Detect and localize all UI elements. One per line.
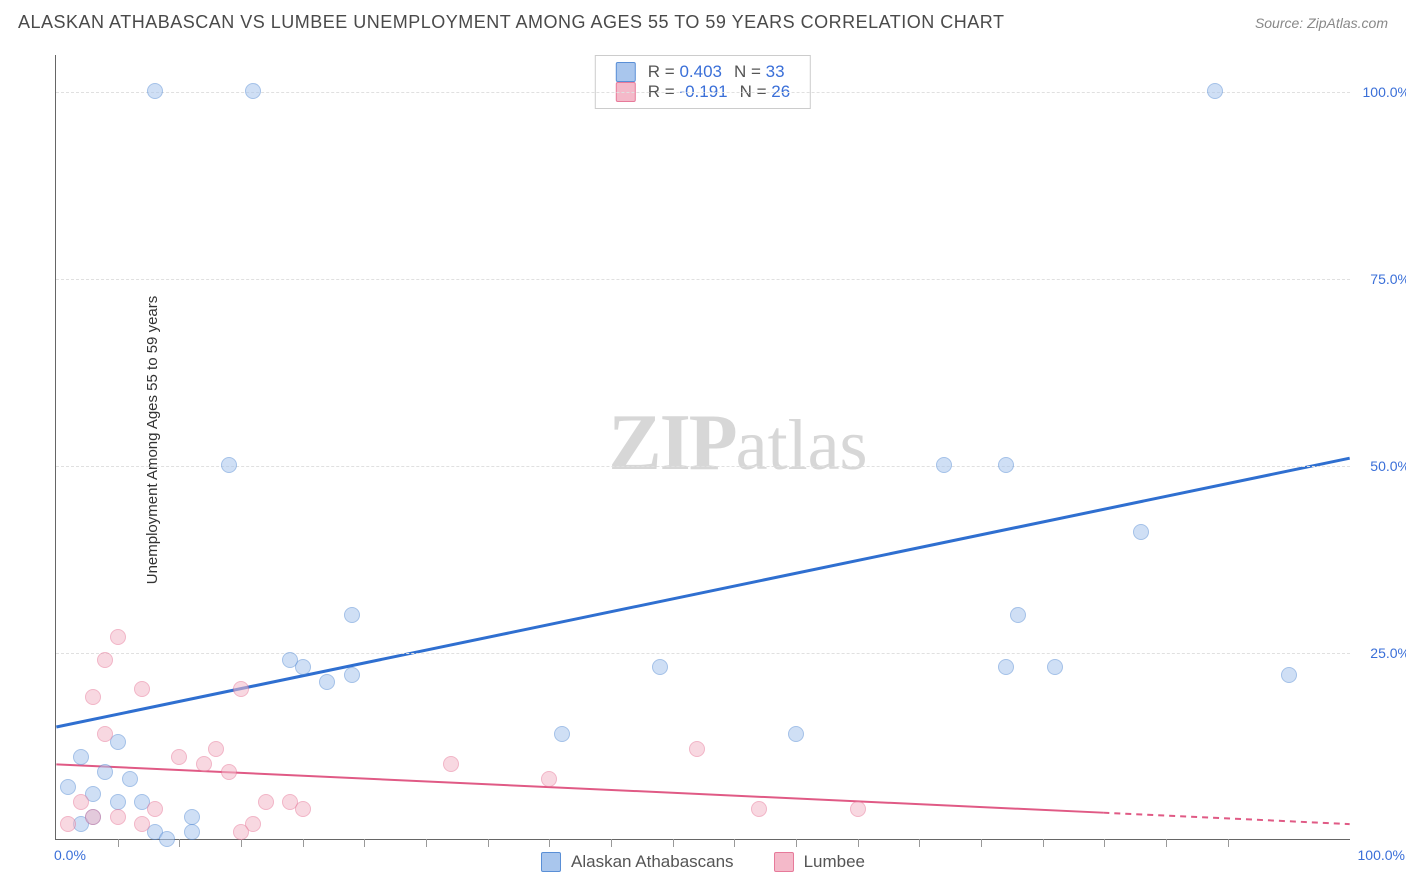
- data-point: [1047, 659, 1063, 675]
- data-point: [85, 689, 101, 705]
- data-point: [184, 824, 200, 840]
- data-point: [159, 831, 175, 847]
- regression-line: [56, 458, 1349, 727]
- data-point: [443, 756, 459, 772]
- data-point: [233, 681, 249, 697]
- data-point: [147, 801, 163, 817]
- data-point: [110, 629, 126, 645]
- data-point: [998, 659, 1014, 675]
- series-legend: Alaskan Athabascans Lumbee: [541, 852, 865, 872]
- data-point: [221, 457, 237, 473]
- data-point: [208, 741, 224, 757]
- data-point: [60, 816, 76, 832]
- regression-lines: [56, 55, 1350, 839]
- x-tick-minor: [488, 839, 489, 847]
- x-tick-minor: [734, 839, 735, 847]
- data-point: [344, 607, 360, 623]
- y-tick-label: 25.0%: [1370, 645, 1406, 661]
- data-point: [184, 809, 200, 825]
- data-point: [936, 457, 952, 473]
- data-point: [134, 816, 150, 832]
- x-tick-minor: [673, 839, 674, 847]
- x-tick-minor: [611, 839, 612, 847]
- data-point: [554, 726, 570, 742]
- data-point: [196, 756, 212, 772]
- legend-swatch: [616, 62, 636, 82]
- data-point: [221, 764, 237, 780]
- x-tick-minor: [549, 839, 550, 847]
- y-tick-label: 50.0%: [1370, 458, 1406, 474]
- scatter-plot: ZIPatlas R = 0.403N = 33R = -0.191N = 26…: [55, 55, 1350, 840]
- source-credit: Source: ZipAtlas.com: [1255, 15, 1388, 31]
- x-tick-minor: [1104, 839, 1105, 847]
- x-tick-minor: [303, 839, 304, 847]
- data-point: [97, 764, 113, 780]
- legend-entry: Alaskan Athabascans: [541, 852, 734, 872]
- data-point: [171, 749, 187, 765]
- x-tick-minor: [1166, 839, 1167, 847]
- data-point: [788, 726, 804, 742]
- stat-n-label: N = 33: [734, 62, 785, 82]
- legend-swatch: [541, 852, 561, 872]
- watermark: ZIPatlas: [608, 398, 867, 489]
- data-point: [110, 809, 126, 825]
- x-tick-minor: [919, 839, 920, 847]
- x-tick-minor: [118, 839, 119, 847]
- y-tick-label: 75.0%: [1370, 271, 1406, 287]
- stats-legend-box: R = 0.403N = 33R = -0.191N = 26: [595, 55, 811, 109]
- stat-r-label: R = 0.403: [648, 62, 722, 82]
- data-point: [850, 801, 866, 817]
- legend-swatch: [774, 852, 794, 872]
- legend-label: Alaskan Athabascans: [571, 852, 734, 872]
- data-point: [652, 659, 668, 675]
- data-point: [258, 794, 274, 810]
- x-tick-minor: [981, 839, 982, 847]
- data-point: [751, 801, 767, 817]
- x-tick-minor: [1228, 839, 1229, 847]
- data-point: [110, 794, 126, 810]
- data-point: [1010, 607, 1026, 623]
- regression-line-solid: [56, 764, 1103, 812]
- data-point: [85, 809, 101, 825]
- data-point: [998, 457, 1014, 473]
- x-tick-minor: [1043, 839, 1044, 847]
- x-tick-minor: [858, 839, 859, 847]
- stats-row: R = 0.403 N = 33: [616, 62, 790, 82]
- x-tick-label: 100.0%: [1358, 847, 1405, 863]
- x-tick-label: 0.0%: [54, 847, 86, 863]
- regression-line-dashed: [1103, 813, 1349, 824]
- data-point: [245, 83, 261, 99]
- data-point: [134, 681, 150, 697]
- data-point: [1281, 667, 1297, 683]
- data-point: [60, 779, 76, 795]
- data-point: [282, 652, 298, 668]
- y-tick-label: 100.0%: [1363, 84, 1406, 100]
- gridline: [56, 653, 1350, 654]
- legend-entry: Lumbee: [774, 852, 865, 872]
- x-tick-minor: [179, 839, 180, 847]
- data-point: [73, 749, 89, 765]
- x-tick-minor: [364, 839, 365, 847]
- data-point: [97, 726, 113, 742]
- x-tick-minor: [796, 839, 797, 847]
- data-point: [1207, 83, 1223, 99]
- data-point: [689, 741, 705, 757]
- data-point: [73, 794, 89, 810]
- data-point: [344, 667, 360, 683]
- data-point: [319, 674, 335, 690]
- gridline: [56, 279, 1350, 280]
- data-point: [122, 771, 138, 787]
- gridline: [56, 466, 1350, 467]
- data-point: [147, 83, 163, 99]
- data-point: [97, 652, 113, 668]
- data-point: [1133, 524, 1149, 540]
- chart-title: ALASKAN ATHABASCAN VS LUMBEE UNEMPLOYMEN…: [18, 12, 1004, 33]
- x-tick-minor: [241, 839, 242, 847]
- data-point: [233, 824, 249, 840]
- data-point: [295, 801, 311, 817]
- legend-label: Lumbee: [804, 852, 865, 872]
- x-tick-minor: [426, 839, 427, 847]
- data-point: [541, 771, 557, 787]
